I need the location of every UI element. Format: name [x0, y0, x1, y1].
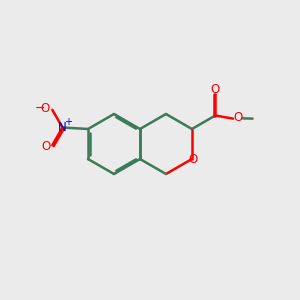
Text: O: O	[41, 102, 50, 115]
Text: −: −	[34, 102, 45, 115]
Text: O: O	[189, 152, 198, 166]
Text: O: O	[42, 140, 51, 153]
Text: N: N	[58, 121, 67, 134]
Text: +: +	[64, 117, 72, 127]
Text: O: O	[211, 82, 220, 96]
Text: O: O	[234, 111, 243, 124]
